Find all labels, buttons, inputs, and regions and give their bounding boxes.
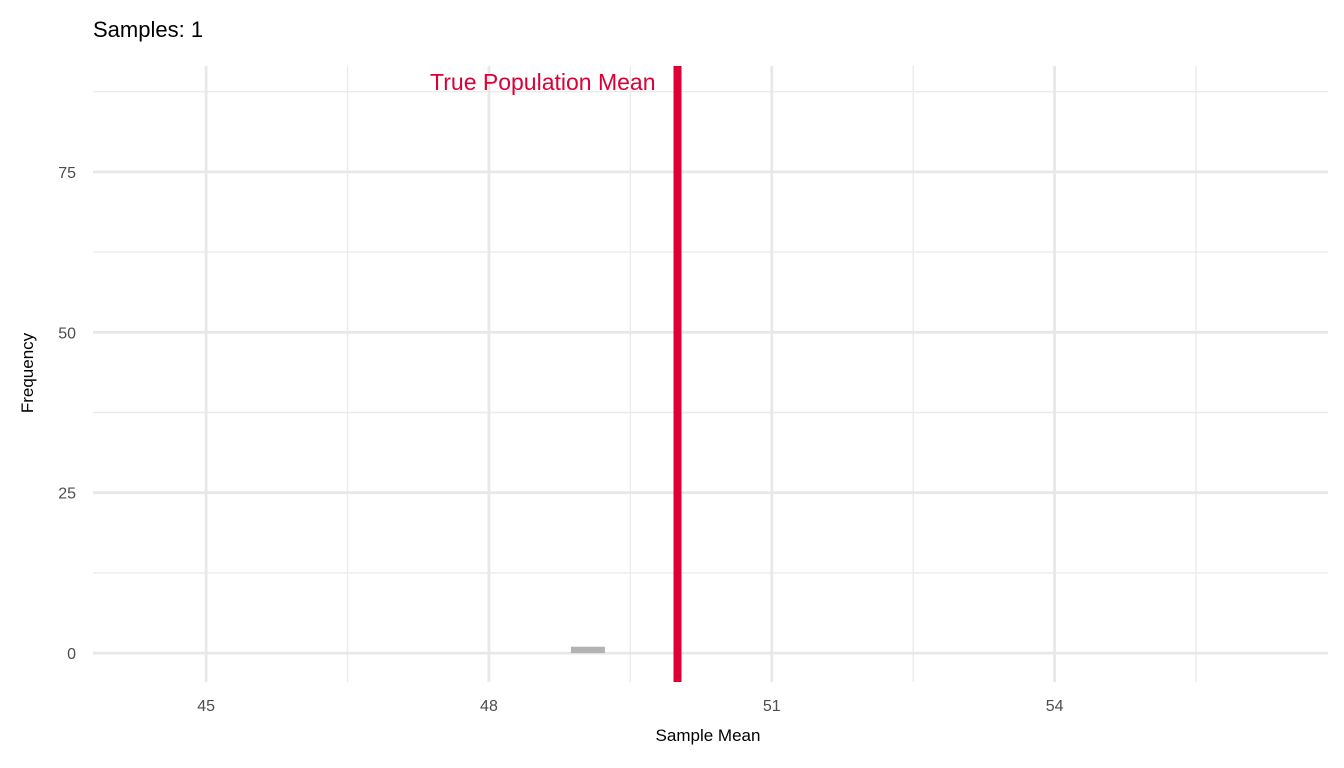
true-population-mean-label: True Population Mean <box>430 69 655 95</box>
chart-title: Samples: 1 <box>93 17 204 42</box>
y-tick-labels: 0 25 50 75 <box>58 165 76 663</box>
y-tick-label-2: 50 <box>58 325 76 342</box>
histogram-bar-0 <box>570 646 605 654</box>
x-tick-labels: 45 48 51 54 <box>197 698 1063 715</box>
x-tick-label-1: 48 <box>480 698 498 715</box>
major-gridlines <box>93 66 1328 682</box>
x-tick-label-3: 54 <box>1046 698 1064 715</box>
x-axis-title: Sample Mean <box>656 726 761 745</box>
minor-gridlines <box>93 66 1328 682</box>
y-tick-label-3: 75 <box>58 165 76 182</box>
y-axis-title: Frequency <box>18 332 37 413</box>
y-tick-label-0: 0 <box>67 646 76 663</box>
histogram-bars <box>570 646 605 654</box>
reference-line-group: True Population Mean <box>430 66 682 682</box>
x-tick-label-0: 45 <box>197 698 215 715</box>
x-tick-label-2: 51 <box>763 698 781 715</box>
y-tick-label-1: 25 <box>58 486 76 503</box>
